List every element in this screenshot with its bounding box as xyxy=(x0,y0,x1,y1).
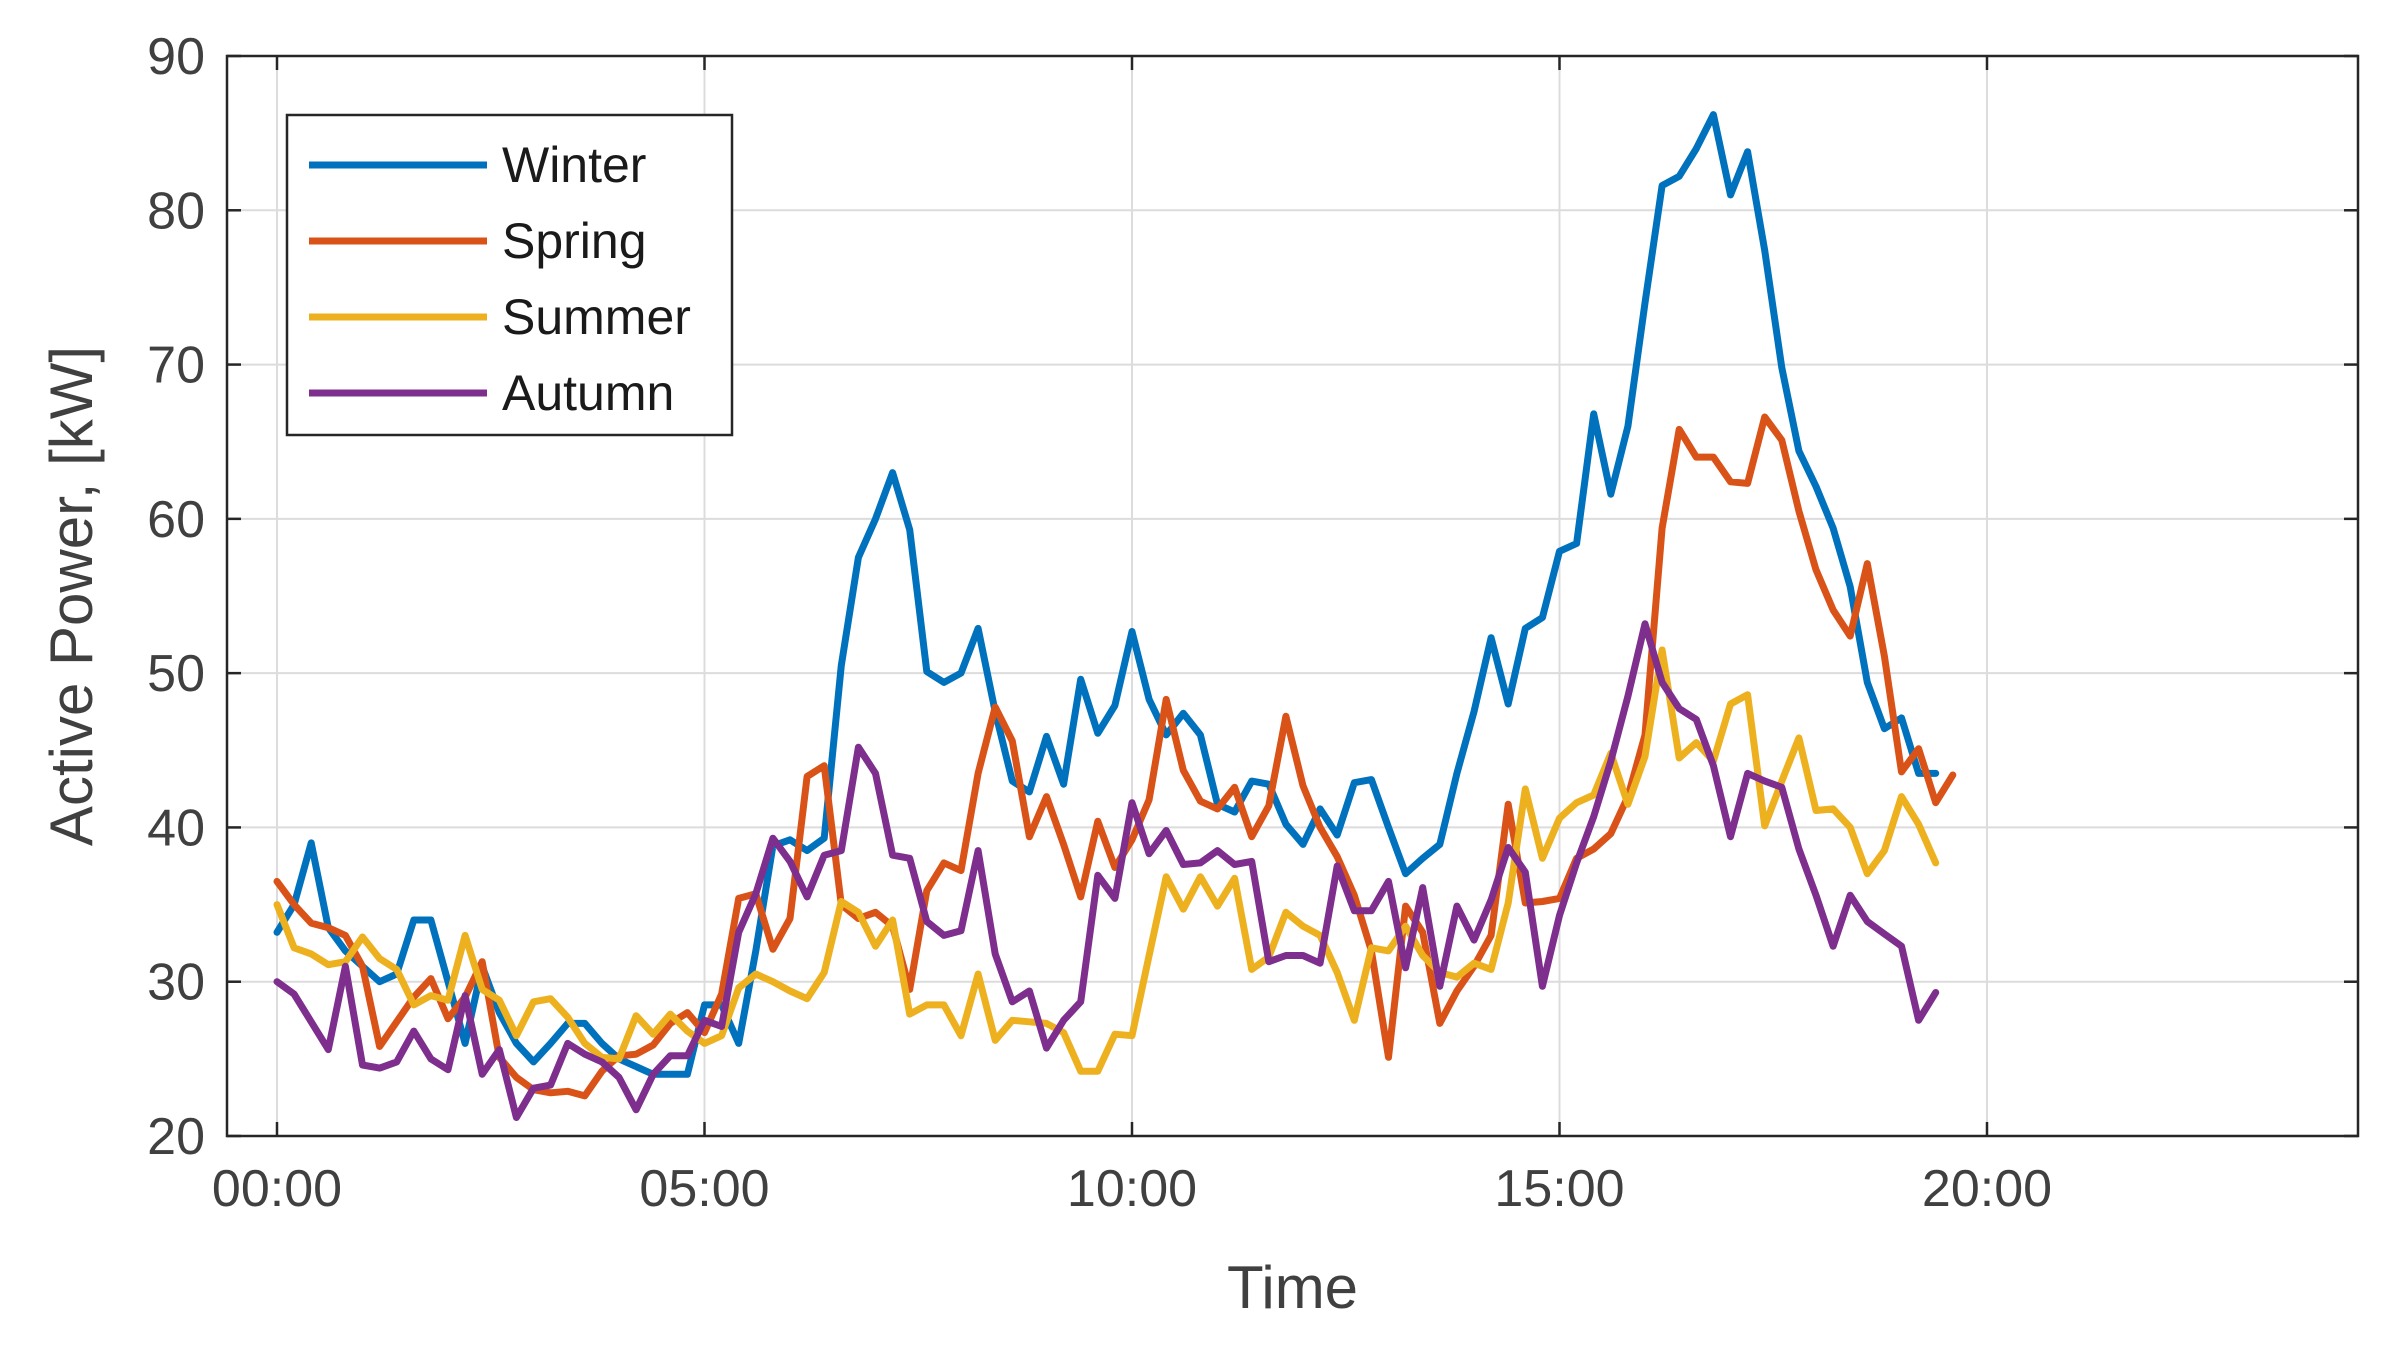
series-line-winter xyxy=(273,111,1940,1078)
x-tick-label: 05:00 xyxy=(639,1160,769,1218)
x-tick-label: 20:00 xyxy=(1922,1160,2052,1218)
x-tick-label: 10:00 xyxy=(1067,1160,1197,1218)
y-tick-label: 40 xyxy=(147,799,205,857)
legend-label-autumn: Autumn xyxy=(502,365,674,421)
y-tick-label: 50 xyxy=(147,645,205,703)
legend-label-winter: Winter xyxy=(502,137,646,193)
plot-area-frame xyxy=(225,54,2360,1138)
series-line-spring xyxy=(273,413,1957,1100)
y-tick-label: 70 xyxy=(147,337,205,395)
legend-label-spring: Spring xyxy=(502,213,647,269)
y-tick-label: 30 xyxy=(147,954,205,1012)
series-lines xyxy=(273,111,1957,1121)
axis-ticks: 00:00 05:00 10:00 15:00 20:00 20 30 40 50 60 70 80 9… xyxy=(147,28,2358,1218)
x-axis-title: Time xyxy=(1227,1254,1358,1321)
legend: Winter Spring Summer Autumn xyxy=(285,113,734,437)
x-tick-label: 00:00 xyxy=(212,1160,342,1218)
y-tick-label: 90 xyxy=(147,28,205,86)
series-line-autumn xyxy=(273,620,1940,1121)
y-tick-label: 80 xyxy=(147,182,205,240)
grid-lines xyxy=(227,56,2358,1136)
y-tick-label: 60 xyxy=(147,491,205,549)
y-tick-label: 20 xyxy=(147,1108,205,1166)
y-axis-title: Active Power, [kW] xyxy=(38,346,105,846)
legend-label-summer: Summer xyxy=(502,289,691,345)
x-tick-label: 15:00 xyxy=(1494,1160,1624,1218)
